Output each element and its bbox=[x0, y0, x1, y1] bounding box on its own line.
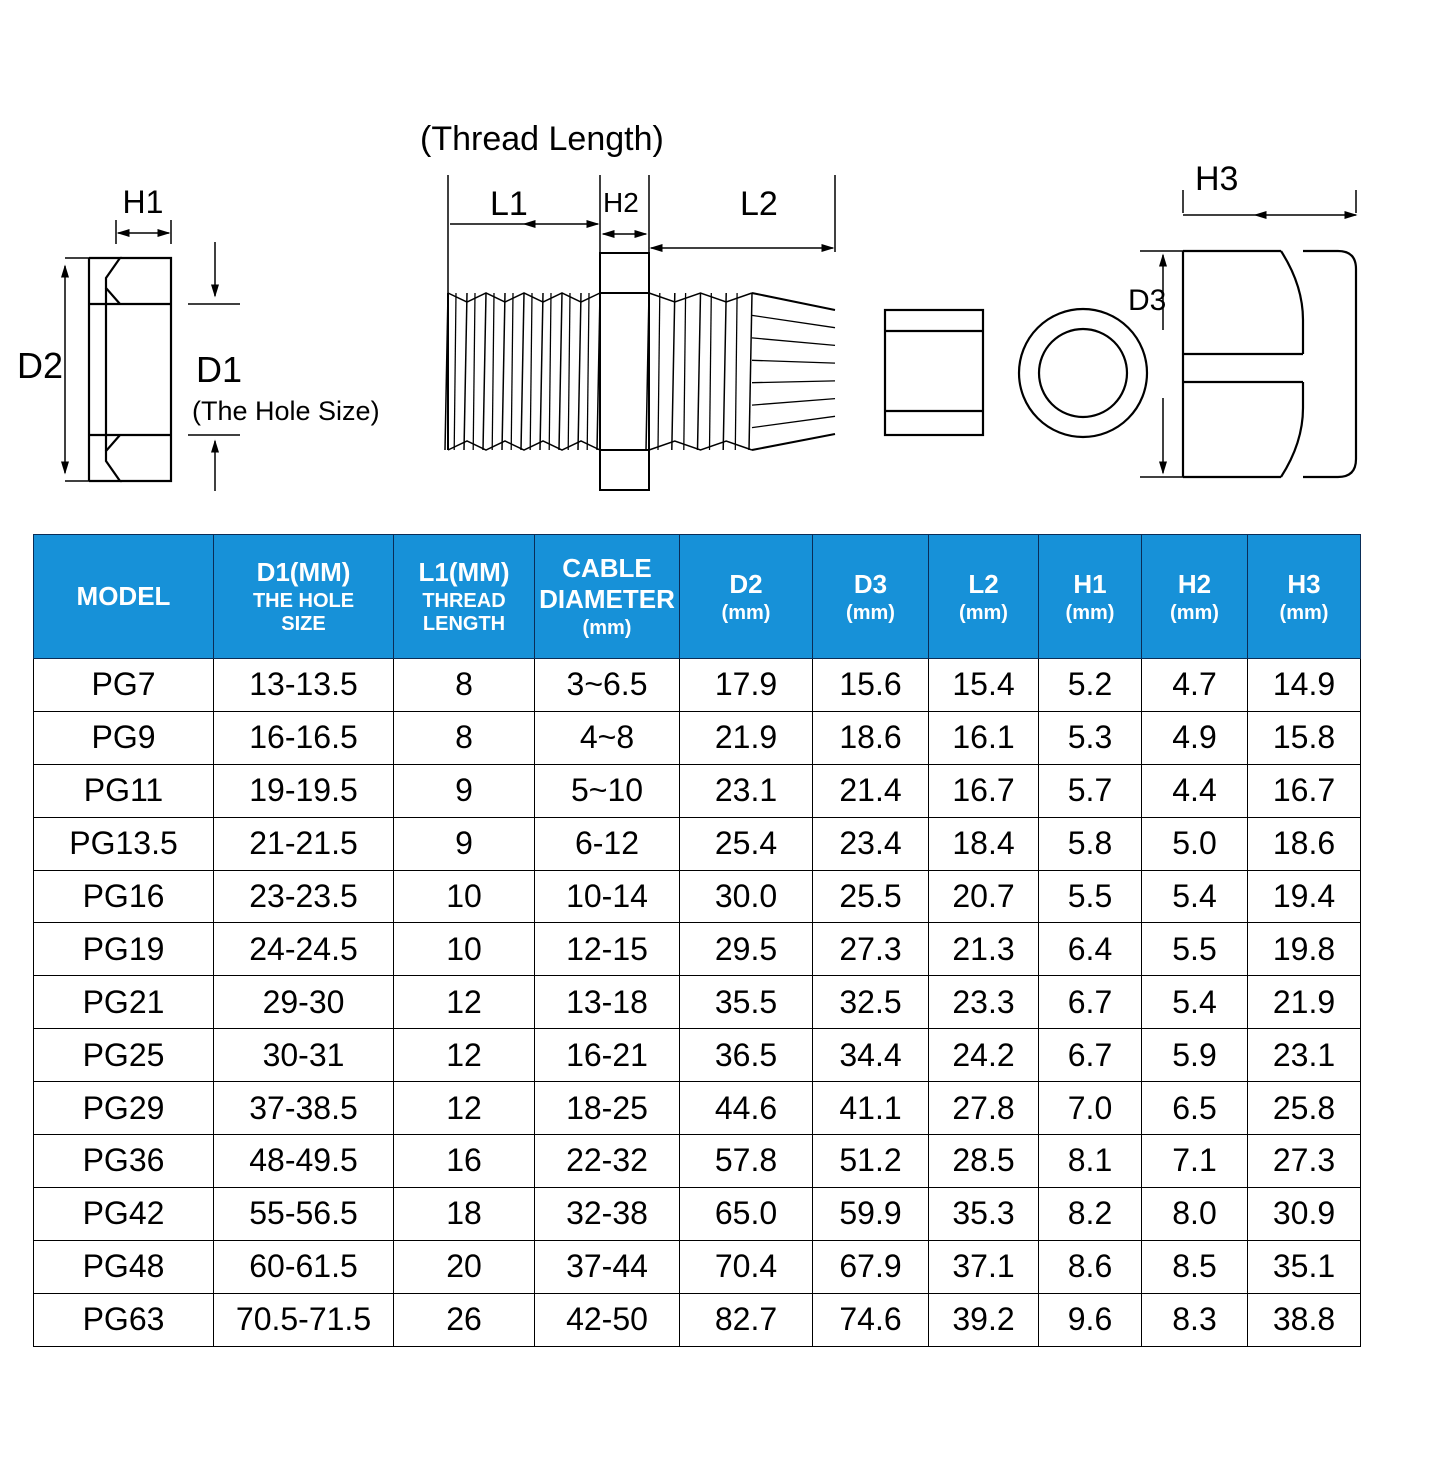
svg-text:L1: L1 bbox=[490, 185, 528, 223]
svg-text:D1: D1 bbox=[196, 349, 242, 390]
svg-text:(The Hole Size): (The Hole Size) bbox=[192, 396, 380, 426]
svg-text:H1: H1 bbox=[123, 184, 164, 220]
svg-text:H3: H3 bbox=[1195, 160, 1238, 198]
svg-text:L2: L2 bbox=[740, 185, 778, 223]
svg-text:D3: D3 bbox=[1128, 284, 1166, 317]
svg-text:(Thread Length): (Thread Length) bbox=[420, 120, 664, 158]
svg-text:D2: D2 bbox=[17, 345, 63, 386]
svg-text:H2: H2 bbox=[603, 187, 639, 218]
